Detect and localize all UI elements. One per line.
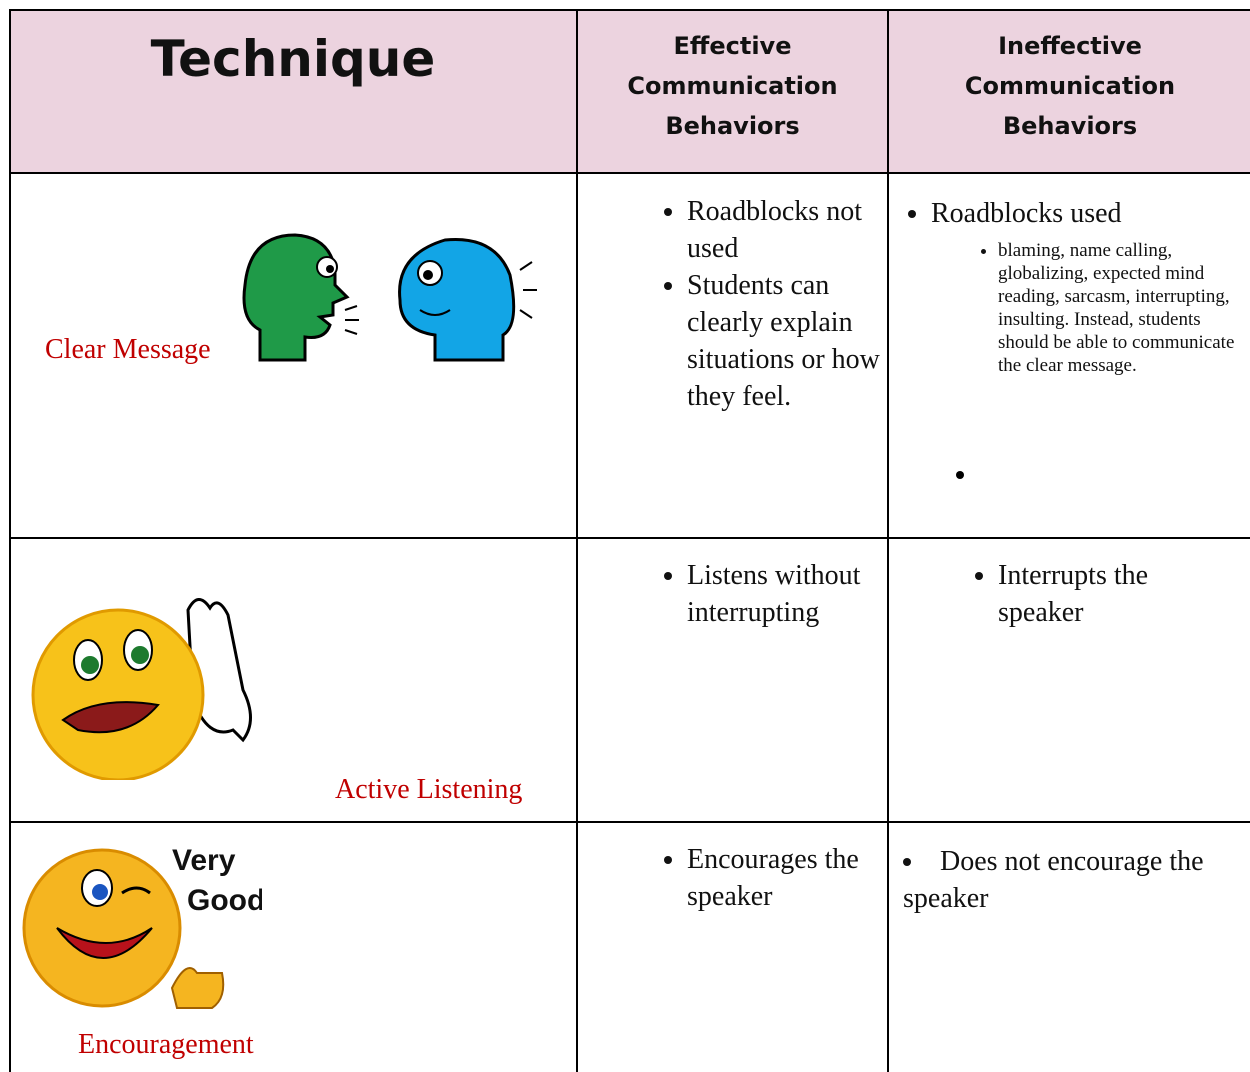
image-text: Good [187, 884, 262, 917]
ineffective-item: Roadblocks used [931, 195, 1246, 232]
border [10, 9, 1250, 11]
effective-list: Listens without interrupting [687, 557, 877, 631]
ineffective-details: blaming, name calling, globalizing, expe… [998, 239, 1243, 377]
image-text: Very [172, 844, 236, 877]
ineffective-item: Does not encourage the speaker [903, 843, 1243, 917]
ineffective-item: Interrupts the speaker [998, 557, 1208, 631]
border [10, 537, 1250, 539]
ineffective-list: Does not encourage the speaker [903, 843, 1243, 917]
border [10, 821, 1250, 823]
effective-list: Roadblocks not used Students can clearly… [687, 193, 882, 415]
border [10, 172, 1250, 174]
header-effective: Effective Communication Behaviors [627, 32, 838, 140]
header-technique: Technique [150, 30, 436, 88]
border [9, 9, 11, 1072]
header-ineffective: Ineffective Communication Behaviors [964, 32, 1176, 140]
empty-bullet [956, 471, 964, 479]
border [576, 9, 578, 1072]
listening-face [31, 598, 252, 780]
effective-item: Listens without interrupting [687, 557, 877, 631]
ineffective-list: Roadblocks used [931, 195, 1246, 232]
encouragement-face: Very Good [22, 844, 262, 1009]
border [887, 9, 889, 1072]
technique-label: Clear Message [45, 334, 211, 365]
talking-heads [242, 233, 537, 362]
ineffective-list: Interrupts the speaker [998, 557, 1208, 631]
effective-item: Roadblocks not used [687, 193, 882, 267]
technique-label: Encouragement [78, 1029, 254, 1060]
effective-list: Encourages the speaker [687, 841, 877, 915]
effective-item: Students can clearly explain situations … [687, 267, 882, 415]
technique-label: Active Listening [335, 774, 523, 805]
detail-item: blaming, name calling, globalizing, expe… [998, 239, 1243, 377]
header-bg [10, 10, 1250, 173]
effective-item: Encourages the speaker [687, 841, 877, 915]
